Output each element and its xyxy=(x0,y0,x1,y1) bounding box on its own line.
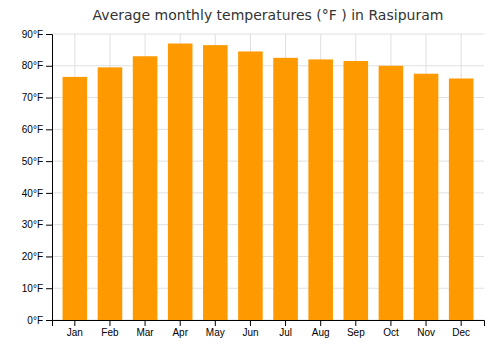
tick-mark xyxy=(180,320,181,326)
tick-mark xyxy=(320,320,321,326)
tick-label: Aug xyxy=(312,327,330,338)
tick-mark xyxy=(461,320,462,326)
bar xyxy=(63,77,88,320)
y-axis: 0°F 10°F 20°F 30°F 40°F 50°F 60°F 70°F 80°F 90°F xyxy=(22,29,53,326)
tick-label: Nov xyxy=(417,327,435,338)
tick-mark xyxy=(426,320,427,326)
tick: 50°F xyxy=(22,156,52,167)
tick-mark xyxy=(46,161,52,162)
tick-mark xyxy=(355,320,356,326)
tick-label: 80°F xyxy=(22,60,43,71)
tick-mark xyxy=(145,320,146,326)
tick: Aug xyxy=(312,320,330,338)
bar xyxy=(449,78,474,320)
tick-label: Mar xyxy=(136,327,154,338)
bar xyxy=(414,74,439,320)
tick-label: 20°F xyxy=(22,251,43,262)
tick: Feb xyxy=(101,320,119,338)
tick-label: 10°F xyxy=(22,283,43,294)
chart: Jan Feb Mar Apr May Jun Jul Aug Sep Oct Nov Dec 0°F 1… xyxy=(0,0,500,350)
tick-mark xyxy=(285,320,286,326)
tick-label: Apr xyxy=(172,327,188,338)
tick-mark xyxy=(46,34,52,35)
tick-mark xyxy=(46,193,52,194)
tick-label: Sep xyxy=(347,327,365,338)
tick: Sep xyxy=(347,320,365,338)
bar xyxy=(168,44,193,320)
tick-label: 90°F xyxy=(22,29,43,40)
bar xyxy=(379,66,404,320)
tick: 30°F xyxy=(22,219,52,230)
tick-mark xyxy=(109,320,110,326)
grid xyxy=(52,34,484,320)
tick-label: Jan xyxy=(67,327,83,338)
tick-label: 50°F xyxy=(22,156,43,167)
tick: Apr xyxy=(172,320,188,338)
bar xyxy=(98,67,123,320)
tick-mark xyxy=(46,320,52,321)
tick: 70°F xyxy=(22,92,52,103)
tick-label: Oct xyxy=(383,327,399,338)
bars xyxy=(63,44,474,320)
tick-label: 30°F xyxy=(22,219,43,230)
tick-mark xyxy=(46,288,52,289)
x-axis: Jan Feb Mar Apr May Jun Jul Aug Sep Oct Nov Dec xyxy=(53,320,485,338)
tick: Jun xyxy=(242,320,258,338)
tick: 20°F xyxy=(22,251,52,262)
bar xyxy=(308,59,333,320)
tick-label: 60°F xyxy=(22,124,43,135)
tick-mark xyxy=(250,320,251,326)
tick: May xyxy=(206,320,225,338)
tick: 40°F xyxy=(22,188,52,199)
tick-mark xyxy=(46,256,52,257)
tick-label: Jun xyxy=(242,327,258,338)
tick: Jan xyxy=(67,320,83,338)
tick: Mar xyxy=(136,320,154,338)
grid-line-y xyxy=(52,34,484,35)
title: Average monthly temperatures (°F ) in Ra… xyxy=(93,7,444,23)
tick: Nov xyxy=(417,320,435,338)
tick-label: 70°F xyxy=(22,92,43,103)
bar xyxy=(273,58,298,320)
plot: Jan Feb Mar Apr May Jun Jul Aug Sep Oct Nov Dec 0°F 1… xyxy=(22,29,485,338)
grid-line-y xyxy=(52,65,484,66)
tick-mark xyxy=(74,320,75,326)
tick-label: 40°F xyxy=(22,188,43,199)
tick: 60°F xyxy=(22,124,52,135)
tick-label: Jul xyxy=(279,327,292,338)
tick-mark xyxy=(46,129,52,130)
bar xyxy=(344,61,369,320)
tick-mark xyxy=(46,98,52,99)
tick: 90°F xyxy=(22,29,52,40)
bar xyxy=(238,51,263,320)
tick: 10°F xyxy=(22,283,52,294)
bar xyxy=(203,45,228,320)
tick-label: Dec xyxy=(452,327,470,338)
tick: Oct xyxy=(383,320,399,338)
tick: 80°F xyxy=(22,60,52,71)
tick-mark xyxy=(215,320,216,326)
tick-mark xyxy=(46,66,52,67)
tick-label: Feb xyxy=(101,327,119,338)
tick: Jul xyxy=(279,320,292,338)
tick-mark xyxy=(46,225,52,226)
axis-line xyxy=(46,35,53,321)
bar xyxy=(133,56,158,320)
tick-label: May xyxy=(206,327,225,338)
tick-mark xyxy=(390,320,391,326)
axis-line xyxy=(53,321,485,327)
tick: 0°F xyxy=(27,315,52,326)
tick: Dec xyxy=(452,320,470,338)
tick-label: 0°F xyxy=(27,315,43,326)
